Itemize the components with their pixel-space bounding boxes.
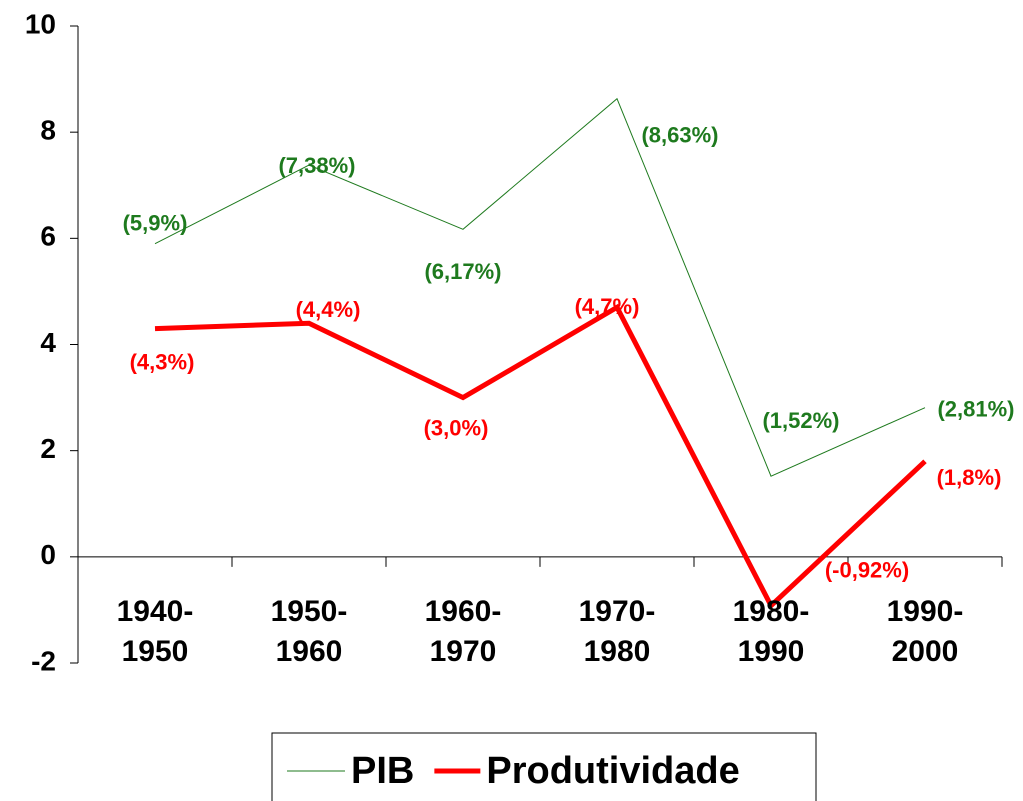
series-line bbox=[154, 303, 927, 610]
data-label: (7,38%) bbox=[278, 153, 355, 178]
y-tick-label: 4 bbox=[40, 327, 56, 358]
y-tick-label: -2 bbox=[31, 645, 56, 676]
data-label: (6,17%) bbox=[424, 259, 501, 284]
y-tick-label: 10 bbox=[25, 8, 56, 39]
data-label: (1,52%) bbox=[762, 408, 839, 433]
y-tick-label: 6 bbox=[40, 221, 56, 252]
x-tick-label: 1940-1950 bbox=[116, 595, 194, 668]
data-label: (4,7%) bbox=[575, 294, 640, 319]
legend-label: Produtividade bbox=[486, 750, 739, 792]
data-label: (3,0%) bbox=[424, 415, 489, 440]
data-label: (2,81%) bbox=[937, 396, 1014, 421]
x-tick-label: 1970-1980 bbox=[578, 595, 656, 668]
x-tick-label: 1980-1990 bbox=[732, 595, 810, 668]
data-label: (4,3%) bbox=[130, 349, 195, 374]
series-line bbox=[154, 97, 926, 477]
x-tick-label: 1960-1970 bbox=[424, 595, 502, 668]
data-label: (5,9%) bbox=[123, 210, 188, 235]
data-label: (4,4%) bbox=[296, 297, 361, 322]
data-label: (1,8%) bbox=[937, 465, 1002, 490]
x-tick-label: 1990-2000 bbox=[886, 595, 964, 668]
y-tick-label: 0 bbox=[40, 539, 56, 570]
data-label: (8,63%) bbox=[641, 123, 718, 148]
legend-label: PIB bbox=[351, 750, 414, 792]
y-tick-label: 2 bbox=[40, 433, 56, 464]
y-tick-label: 8 bbox=[40, 115, 56, 146]
legend-box bbox=[271, 732, 817, 801]
x-tick-label: 1950-1960 bbox=[270, 595, 348, 668]
data-label: (-0,92%) bbox=[825, 557, 909, 582]
